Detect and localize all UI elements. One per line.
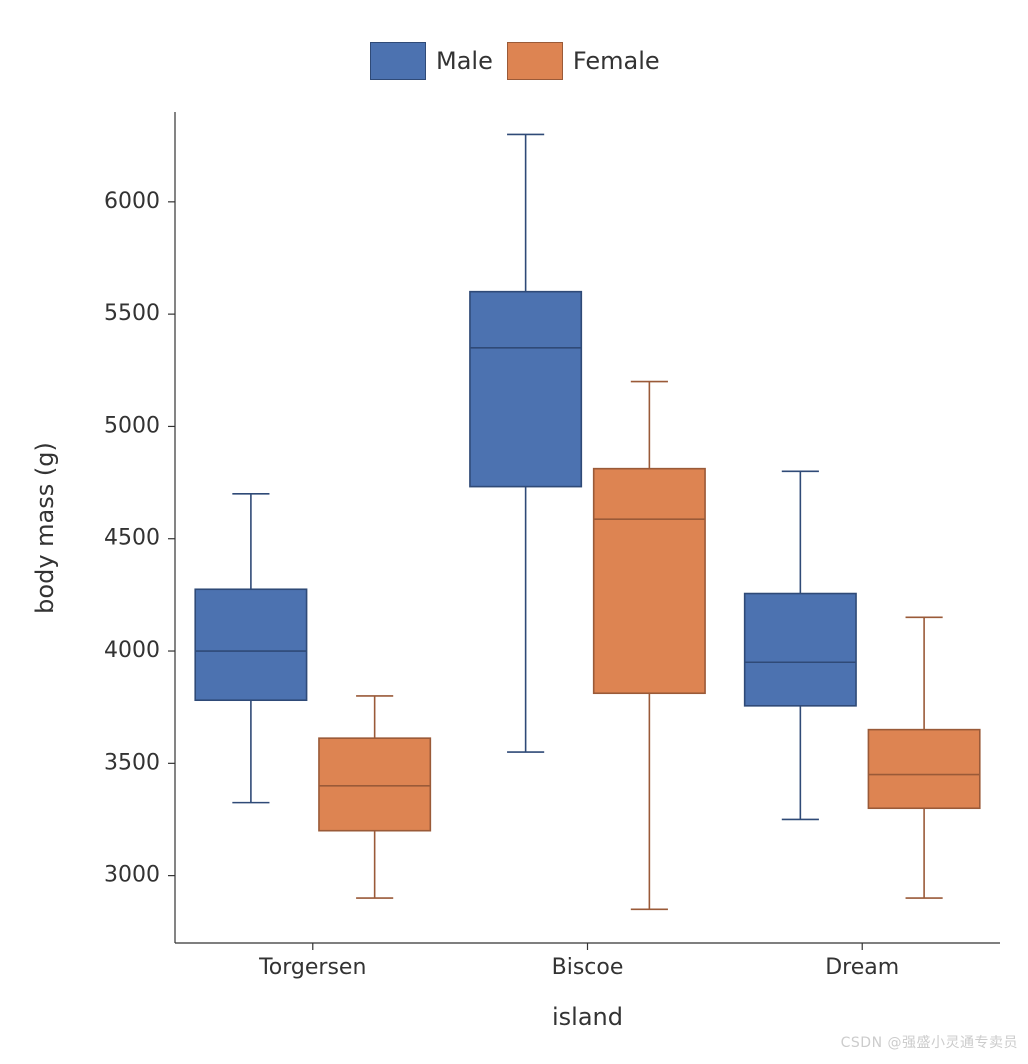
y-tick-label: 3500 — [104, 750, 160, 775]
boxplot-chart: 3000 3500 4000 4500 5000 5500 6000 Torgersen Bis… — [0, 0, 1028, 1064]
x-tick-label: Biscoe — [552, 955, 624, 980]
x-tick-label: Dream — [825, 955, 899, 980]
y-tick-label: 5000 — [104, 413, 160, 438]
watermark-text: CSDN @强盛小灵通专卖员 — [841, 1032, 1018, 1052]
legend-item-male: Male — [370, 42, 493, 80]
box-torgersen-female — [319, 696, 430, 898]
legend-label: Female — [573, 47, 660, 75]
legend-item-female: Female — [507, 42, 660, 80]
legend-swatch — [370, 42, 426, 80]
chart-svg: 3000 3500 4000 4500 5000 5500 6000 Torgersen Bis… — [0, 0, 1028, 1060]
legend-label: Male — [436, 47, 493, 75]
y-tick-label: 4000 — [104, 638, 160, 663]
box-dream-male — [745, 471, 856, 819]
y-tick-label: 6000 — [104, 189, 160, 214]
x-axis-label: island — [552, 1003, 623, 1031]
y-axis-label: body mass (g) — [31, 442, 59, 614]
box-biscoe-male — [470, 134, 581, 752]
legend: Male Female — [370, 42, 660, 80]
box-dream-female — [868, 617, 979, 898]
x-tick-label: Torgersen — [258, 955, 366, 980]
box-torgersen-male — [195, 494, 306, 803]
y-tick-label: 5500 — [104, 301, 160, 326]
y-tick-label: 3000 — [104, 863, 160, 888]
box-biscoe-female — [594, 382, 705, 910]
y-tick-label: 4500 — [104, 526, 160, 551]
legend-swatch — [507, 42, 563, 80]
